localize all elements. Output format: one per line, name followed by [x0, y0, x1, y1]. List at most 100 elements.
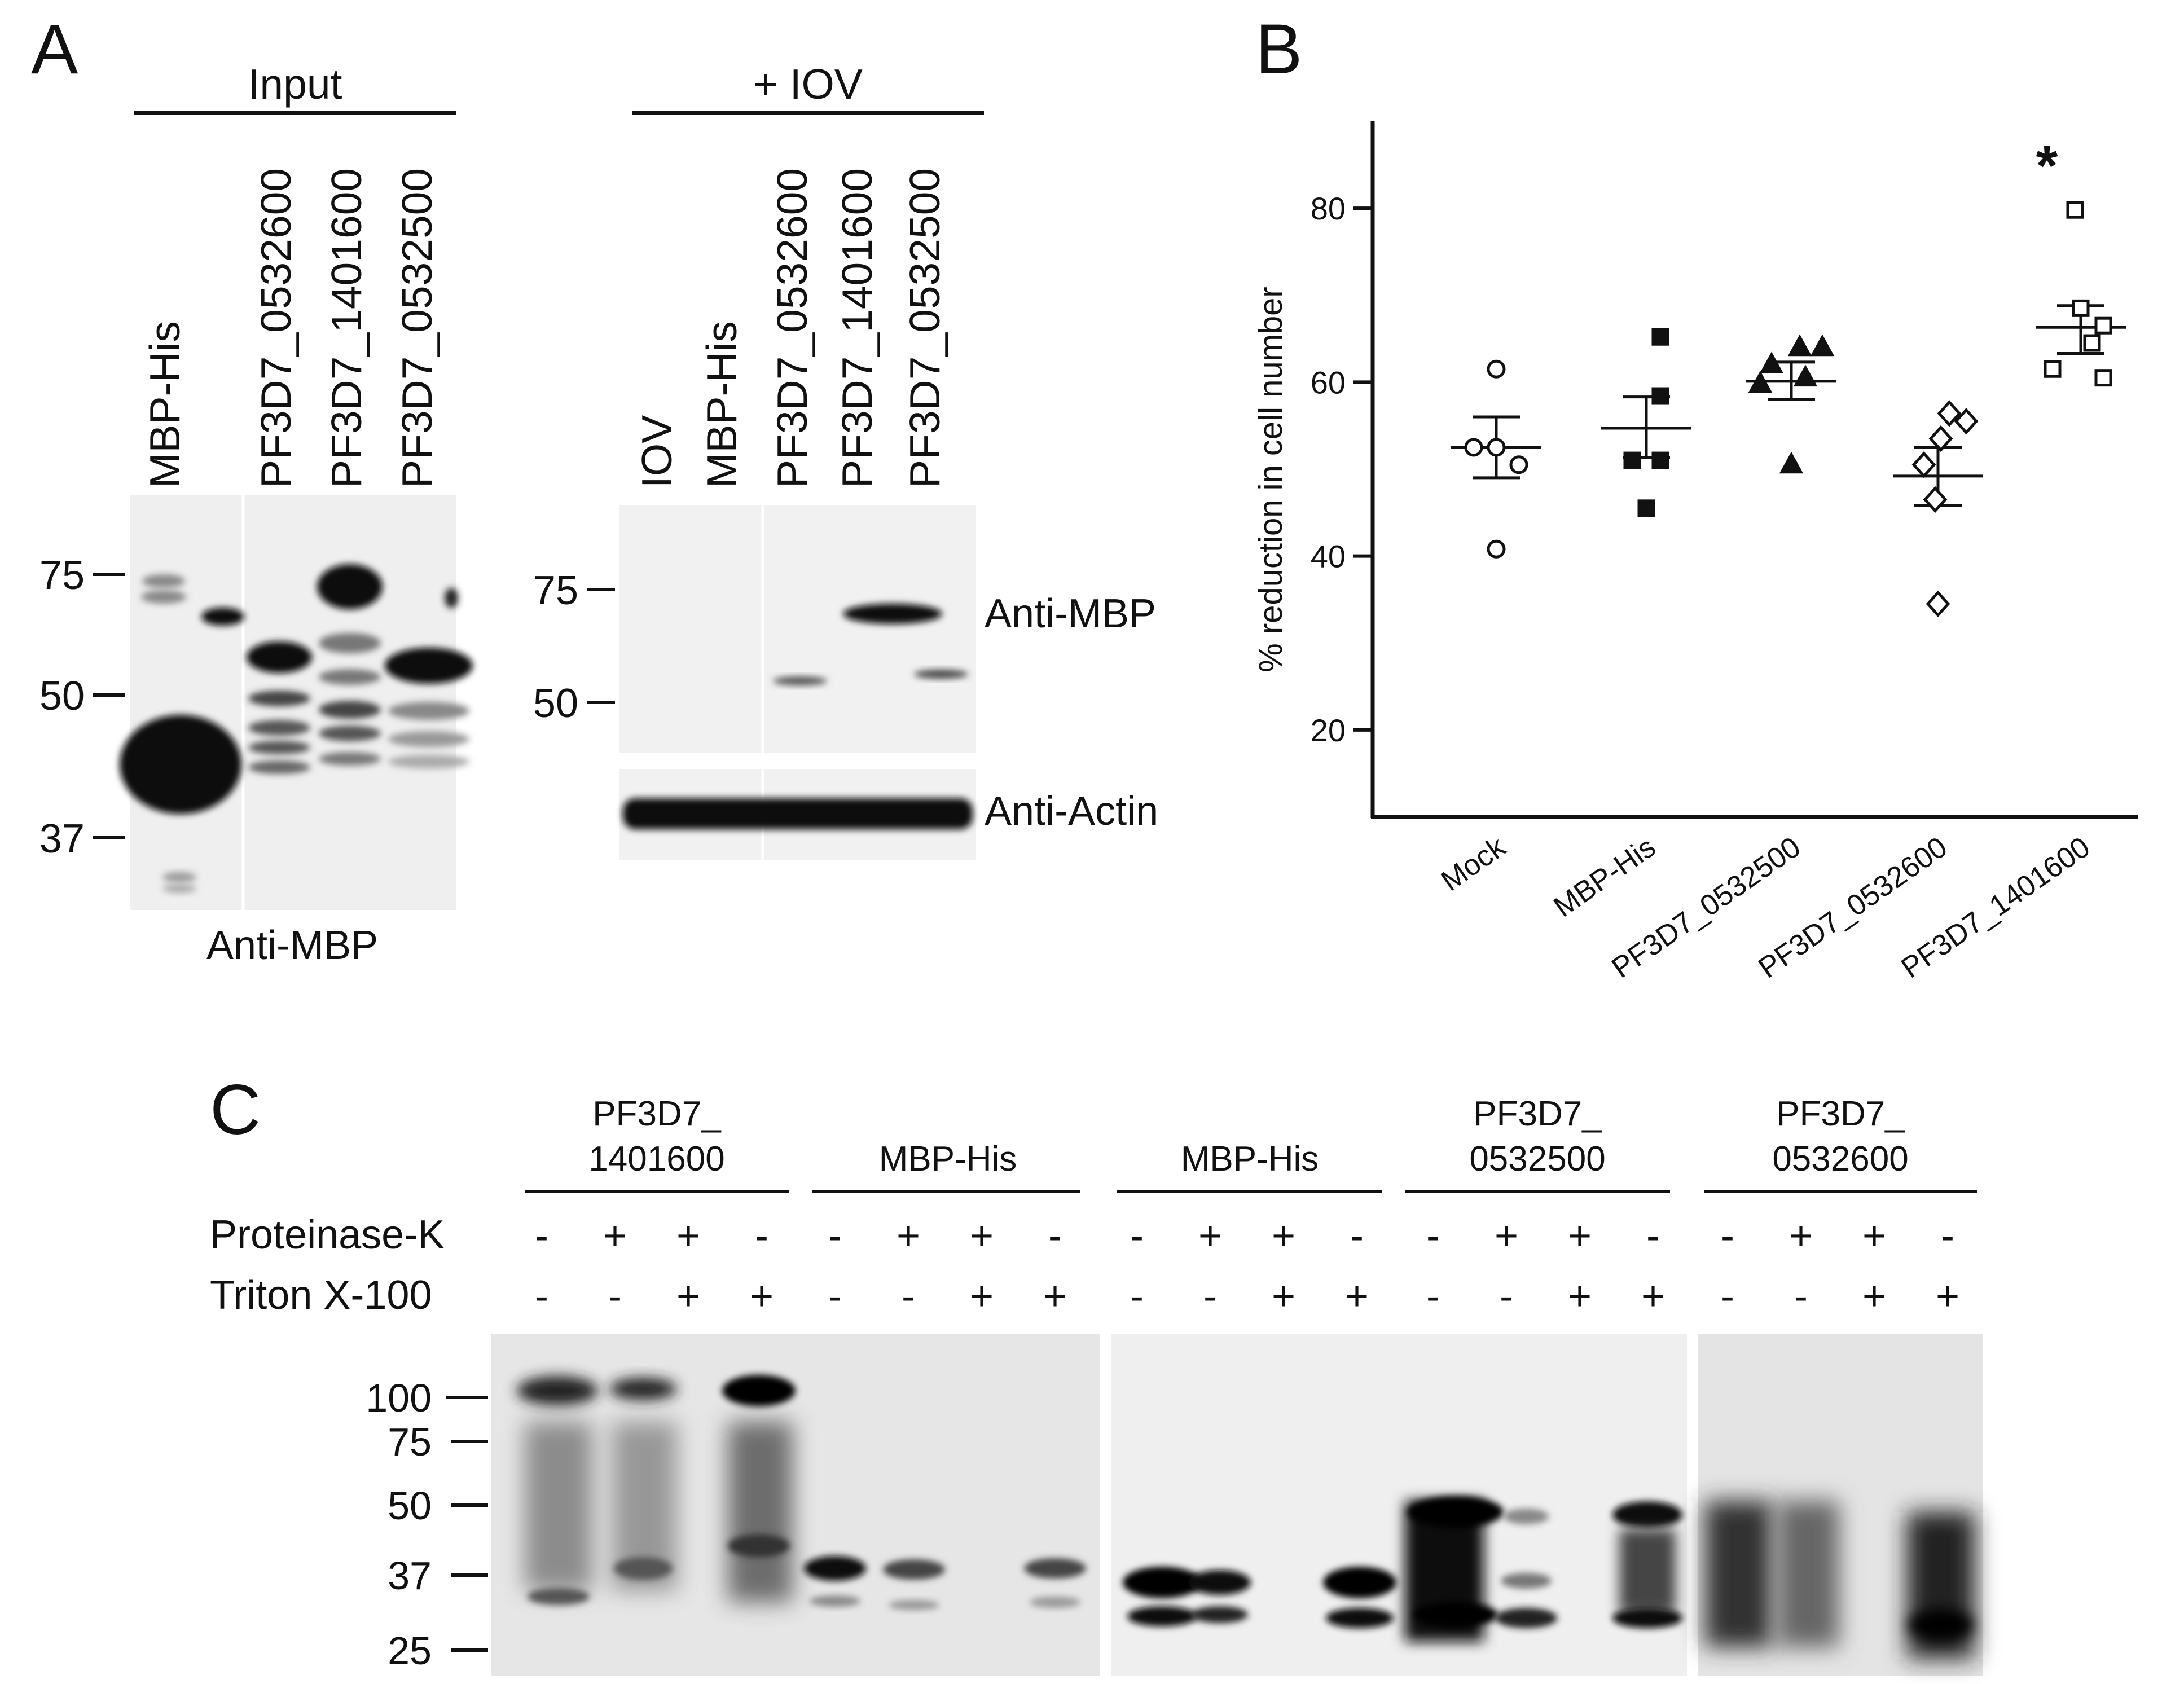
- group-header-line1: MBP-His: [1181, 1140, 1319, 1179]
- scatter-chart: % reduction in cell number * 20 40 60 80 Moc…: [1253, 121, 2138, 984]
- data-point: [1954, 407, 1979, 435]
- data-point: [1793, 364, 1818, 387]
- data-point: [2094, 316, 2112, 335]
- data-point: [1651, 328, 1669, 346]
- panel-c-markers: 100 75 50 37 25: [366, 1376, 488, 1673]
- y-tick-label: 40: [1311, 539, 1346, 574]
- group-header-line1: PF3D7_: [1776, 1094, 1905, 1133]
- data-point: [1637, 499, 1655, 517]
- input-blot: [120, 495, 473, 910]
- iov-lane-label: PF3D7_1401600: [833, 168, 881, 488]
- proteinase-k-sign: +: [676, 1213, 700, 1259]
- data-point: [1651, 451, 1669, 469]
- proteinase-k-sign: +: [1789, 1213, 1813, 1259]
- input-marker-label: 75: [39, 553, 85, 598]
- panel-c-letter: C: [210, 1071, 261, 1149]
- proteinase-k-sign: +: [1495, 1213, 1518, 1259]
- data-point: [1487, 359, 1506, 379]
- data-point: [1623, 451, 1641, 469]
- input-header: Input: [248, 60, 342, 108]
- data-point: [2094, 369, 2112, 387]
- data-point: [1923, 486, 1948, 513]
- input-lane-label: PF3D7_1401600: [323, 168, 370, 488]
- panel-b-letter: B: [1255, 10, 1302, 89]
- group-header-line1: MBP-His: [879, 1140, 1017, 1179]
- triton-sign: +: [1936, 1274, 1959, 1319]
- triton-sign: -: [1130, 1274, 1144, 1319]
- iov-lane-label: IOV: [633, 415, 680, 488]
- triton-sign: +: [1568, 1274, 1592, 1319]
- c-marker-label: 37: [388, 1554, 432, 1598]
- y-tick-label: 80: [1311, 191, 1346, 226]
- triton-sign: +: [1641, 1274, 1665, 1319]
- data-point: [1748, 371, 1773, 393]
- triton-sign: +: [970, 1274, 994, 1319]
- triton-sign: -: [608, 1274, 622, 1319]
- triton-sign: -: [1500, 1274, 1513, 1319]
- proteinase-k-sign: +: [1568, 1213, 1592, 1259]
- data-point: [1759, 351, 1784, 374]
- iov-lane-label: PF3D7_0532500: [901, 168, 948, 488]
- iov-marker-label: 75: [533, 568, 578, 613]
- proteinase-k-sign: -: [1426, 1213, 1440, 1259]
- triton-sign: -: [1426, 1274, 1440, 1319]
- proteinase-k-sign: +: [1272, 1213, 1295, 1259]
- y-tick-label: 20: [1311, 713, 1346, 748]
- proteinase-k-sign: -: [535, 1213, 548, 1259]
- input-blot-label: Anti-MBP: [206, 923, 378, 968]
- input-marker-label: 50: [39, 674, 85, 719]
- data-point: [1487, 539, 1506, 559]
- y-tick-label: 60: [1311, 364, 1346, 400]
- iov-blot-mbp: [619, 505, 976, 753]
- c-marker-label: 25: [388, 1629, 432, 1673]
- proteinase-k-sign: +: [970, 1213, 994, 1259]
- proteinase-k-sign: +: [1862, 1213, 1886, 1259]
- input-lane-label: PF3D7_0532500: [393, 168, 441, 488]
- data-point: [2044, 360, 2062, 378]
- group-header-line2: 0532600: [1772, 1140, 1908, 1179]
- panel-a-letter: A: [31, 10, 78, 89]
- panel-c-blot: [491, 1334, 1983, 1676]
- triton-sign: -: [535, 1274, 548, 1319]
- group-header-line2: 0532500: [1469, 1140, 1605, 1179]
- data-point: [1926, 590, 1950, 618]
- data-point: [1651, 387, 1669, 405]
- iov-lane-label: MBP-His: [698, 321, 745, 488]
- triton-sign: +: [676, 1274, 700, 1319]
- triton-sign: -: [1203, 1274, 1217, 1319]
- proteinase-k-sign: +: [603, 1213, 627, 1259]
- proteinase-k-sign: -: [1721, 1213, 1734, 1259]
- c-marker-label: 75: [388, 1420, 432, 1464]
- input-markers: 75 50 37: [39, 553, 125, 861]
- input-lane-label: MBP-His: [141, 321, 188, 488]
- data-point: [1464, 438, 1483, 457]
- c-marker-label: 50: [388, 1484, 432, 1528]
- triton-sign: -: [1721, 1274, 1734, 1319]
- iov-marker-label: 50: [533, 681, 578, 726]
- iov-lane-labels: IOV MBP-His PF3D7_0532600 PF3D7_1401600 …: [633, 168, 948, 488]
- proteinase-k-sign: -: [1646, 1213, 1660, 1259]
- data-point: [2083, 334, 2101, 352]
- input-lane-label: PF3D7_0532600: [252, 168, 300, 488]
- proteinase-k-sign: -: [1048, 1213, 1062, 1259]
- input-lane-labels: MBP-His PF3D7_0532600 PF3D7_1401600 PF3D…: [141, 168, 441, 488]
- row-label-triton: Triton X-100: [210, 1273, 432, 1318]
- group-header-line1: PF3D7_: [1473, 1094, 1602, 1133]
- iov-markers: 75 50: [533, 568, 615, 726]
- proteinase-k-sign: -: [1941, 1213, 1954, 1259]
- data-point: [1787, 334, 1812, 357]
- data-point: [1487, 438, 1506, 457]
- iov-blot-label-bottom: Anti-Actin: [985, 789, 1158, 834]
- data-point: [1509, 455, 1528, 474]
- row-label-proteinase-k: Proteinase-K: [210, 1212, 445, 1257]
- triton-sign: +: [1345, 1274, 1369, 1319]
- data-point: [2066, 201, 2084, 219]
- proteinase-k-sign: +: [897, 1213, 920, 1259]
- x-tick-label: MBP-His: [1548, 830, 1662, 924]
- group-header-line1: PF3D7_: [592, 1094, 722, 1133]
- triton-sign: +: [1862, 1274, 1886, 1319]
- triton-sign: +: [1043, 1274, 1067, 1319]
- c-marker-label: 100: [366, 1376, 432, 1420]
- data-point: [1928, 425, 1953, 452]
- triton-sign: -: [828, 1274, 842, 1319]
